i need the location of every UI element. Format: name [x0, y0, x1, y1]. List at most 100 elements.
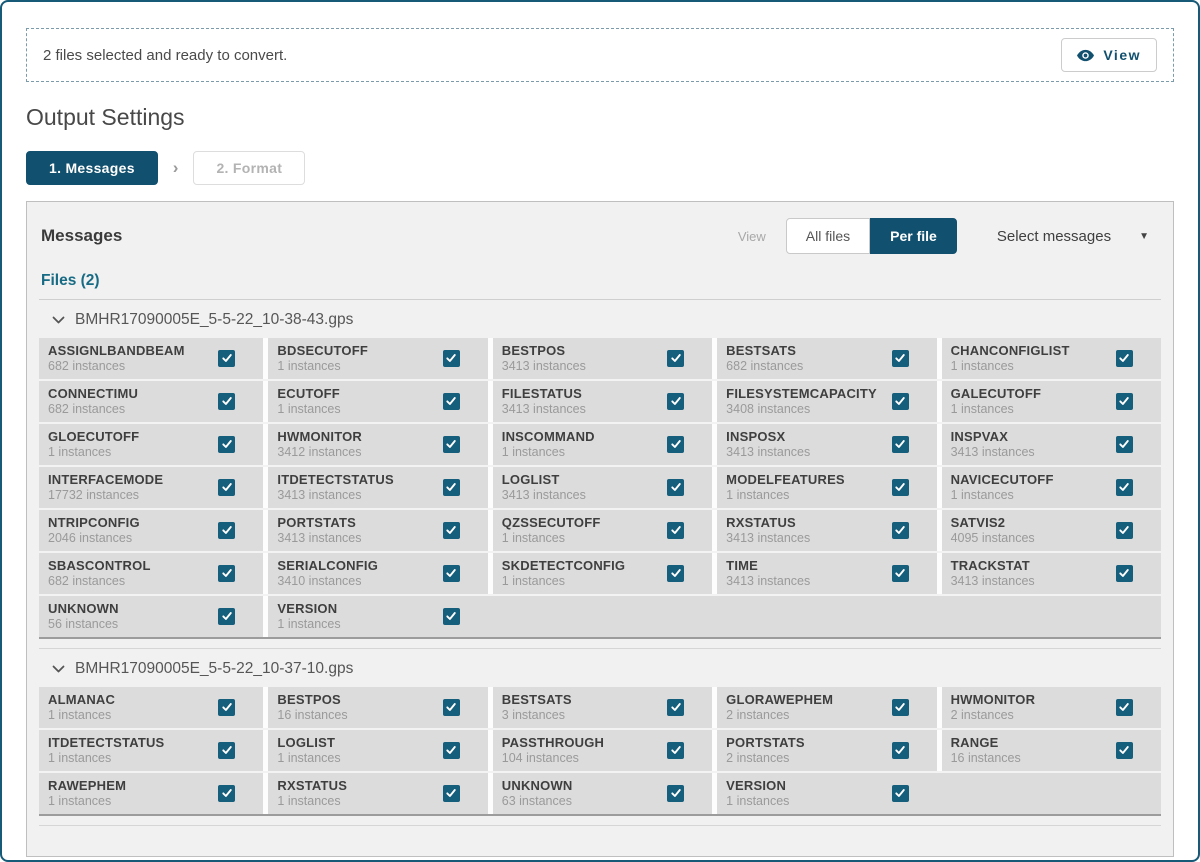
- message-name: NTRIPCONFIG: [48, 515, 140, 530]
- message-checkbox[interactable]: [667, 698, 685, 716]
- message-checkbox[interactable]: [667, 741, 685, 759]
- message-item: PORTSTATS 2 instances: [712, 730, 936, 771]
- message-text: RXSTATUS 3413 instances: [726, 515, 810, 545]
- message-checkbox[interactable]: [442, 392, 460, 410]
- step-nav: 1. Messages › 2. Format: [26, 151, 1174, 185]
- tab-format[interactable]: 2. Format: [193, 151, 306, 185]
- message-text: SBASCONTROL 682 instances: [48, 558, 151, 588]
- message-instances: 2 instances: [950, 708, 1014, 722]
- message-checkbox[interactable]: [667, 478, 685, 496]
- message-item: TRACKSTAT 3413 instances: [936, 553, 1161, 594]
- message-checkbox[interactable]: [1115, 478, 1133, 496]
- message-name: BESTSATS: [726, 343, 797, 358]
- message-checkbox[interactable]: [442, 521, 460, 539]
- view-button[interactable]: View: [1061, 38, 1157, 72]
- select-messages-dropdown[interactable]: Select messages ▼: [977, 228, 1159, 245]
- message-checkbox[interactable]: [891, 698, 909, 716]
- message-name: GLORAWEPHEM: [726, 692, 834, 707]
- file-header[interactable]: BMHR17090005E_5-5-22_10-37-10.gps: [39, 649, 1161, 687]
- message-instances: 1 instances: [501, 574, 566, 588]
- eye-icon: [1077, 49, 1095, 62]
- selection-banner: 2 files selected and ready to convert. V…: [26, 28, 1174, 82]
- message-name: RXSTATUS: [726, 515, 796, 530]
- message-instances: 682 instances: [48, 402, 126, 416]
- message-checkbox[interactable]: [442, 698, 460, 716]
- files-heading: Files (2): [39, 266, 1161, 300]
- message-name: ITDETECTSTATUS: [277, 472, 394, 487]
- message-checkbox[interactable]: [218, 435, 236, 453]
- file-header[interactable]: BMHR17090005E_5-5-22_10-38-43.gps: [39, 300, 1161, 338]
- message-instances: 1 instances: [501, 445, 566, 459]
- message-name: SATVIS2: [950, 515, 1006, 530]
- message-checkbox[interactable]: [667, 392, 685, 410]
- message-name: NAVICECUTOFF: [950, 472, 1054, 487]
- message-checkbox[interactable]: [891, 564, 909, 582]
- message-checkbox[interactable]: [218, 741, 236, 759]
- message-checkbox[interactable]: [667, 435, 685, 453]
- message-instances: 3413 instances: [950, 445, 1035, 459]
- message-text: RXSTATUS 1 instances: [277, 778, 347, 808]
- message-text: CONNECTIMU 682 instances: [48, 386, 138, 416]
- message-checkbox[interactable]: [218, 784, 236, 802]
- message-checkbox[interactable]: [1115, 564, 1133, 582]
- message-instances: 3413 instances: [950, 574, 1035, 588]
- message-checkbox[interactable]: [218, 478, 236, 496]
- message-text: UNKNOWN 56 instances: [48, 601, 119, 631]
- file-section: BMHR17090005E_5-5-22_10-38-43.gps ASSIGNL…: [39, 300, 1161, 649]
- message-instances: 1 instances: [277, 402, 341, 416]
- message-checkbox[interactable]: [891, 392, 909, 410]
- message-checkbox[interactable]: [667, 349, 685, 367]
- message-text: INTERFACEMODE 17732 instances: [48, 472, 163, 502]
- message-checkbox[interactable]: [1115, 435, 1133, 453]
- message-checkbox[interactable]: [667, 564, 685, 582]
- toggle-per-file[interactable]: Per file: [870, 218, 957, 254]
- message-checkbox[interactable]: [1115, 521, 1133, 539]
- message-checkbox[interactable]: [218, 392, 236, 410]
- tab-messages[interactable]: 1. Messages: [26, 151, 158, 185]
- message-checkbox[interactable]: [218, 698, 236, 716]
- message-name: SKDETECTCONFIG: [501, 558, 626, 573]
- message-checkbox[interactable]: [1115, 741, 1133, 759]
- message-row: GLOECUTOFF 1 instances HWMONITOR 3412 insta…: [39, 422, 1161, 465]
- message-checkbox[interactable]: [218, 349, 236, 367]
- toggle-all-files[interactable]: All files: [785, 218, 871, 254]
- message-item: ITDETECTSTATUS 1 instances: [39, 730, 263, 771]
- message-checkbox[interactable]: [442, 784, 460, 802]
- message-checkbox[interactable]: [442, 349, 460, 367]
- message-text: TRACKSTAT 3413 instances: [951, 558, 1035, 588]
- message-instances: 1 instances: [277, 359, 341, 373]
- message-checkbox[interactable]: [442, 435, 460, 453]
- message-checkbox[interactable]: [891, 784, 909, 802]
- message-checkbox[interactable]: [1115, 698, 1133, 716]
- message-instances: 3413 instances: [726, 531, 811, 545]
- message-checkbox[interactable]: [218, 564, 236, 582]
- message-item: TIME 3413 instances: [712, 553, 936, 594]
- message-instances: 1 instances: [501, 531, 566, 545]
- message-checkbox[interactable]: [442, 741, 460, 759]
- message-instances: 4095 instances: [950, 531, 1035, 545]
- message-checkbox[interactable]: [667, 784, 685, 802]
- message-checkbox[interactable]: [442, 564, 460, 582]
- message-checkbox[interactable]: [218, 607, 236, 625]
- message-checkbox[interactable]: [1115, 392, 1133, 410]
- message-checkbox[interactable]: [891, 349, 909, 367]
- message-checkbox[interactable]: [891, 435, 909, 453]
- message-checkbox[interactable]: [891, 521, 909, 539]
- message-checkbox[interactable]: [1115, 349, 1133, 367]
- message-item: RXSTATUS 1 instances: [263, 773, 487, 814]
- message-instances: 1 instances: [277, 751, 341, 765]
- message-item: RXSTATUS 3413 instances: [712, 510, 936, 551]
- panel-header: Messages View All files Per file Select …: [39, 212, 1161, 266]
- message-name: RXSTATUS: [277, 778, 348, 793]
- message-row: CONNECTIMU 682 instances ECUTOFF 1 instance…: [39, 379, 1161, 422]
- message-checkbox[interactable]: [891, 741, 909, 759]
- message-instances: 3413 instances: [277, 531, 362, 545]
- message-checkbox[interactable]: [891, 478, 909, 496]
- message-checkbox[interactable]: [442, 607, 460, 625]
- message-checkbox[interactable]: [442, 478, 460, 496]
- message-text: RANGE 16 instances: [951, 735, 1021, 765]
- message-name: PASSTHROUGH: [501, 735, 605, 750]
- message-checkbox[interactable]: [218, 521, 236, 539]
- message-name: LOGLIST: [277, 735, 336, 750]
- message-checkbox[interactable]: [667, 521, 685, 539]
